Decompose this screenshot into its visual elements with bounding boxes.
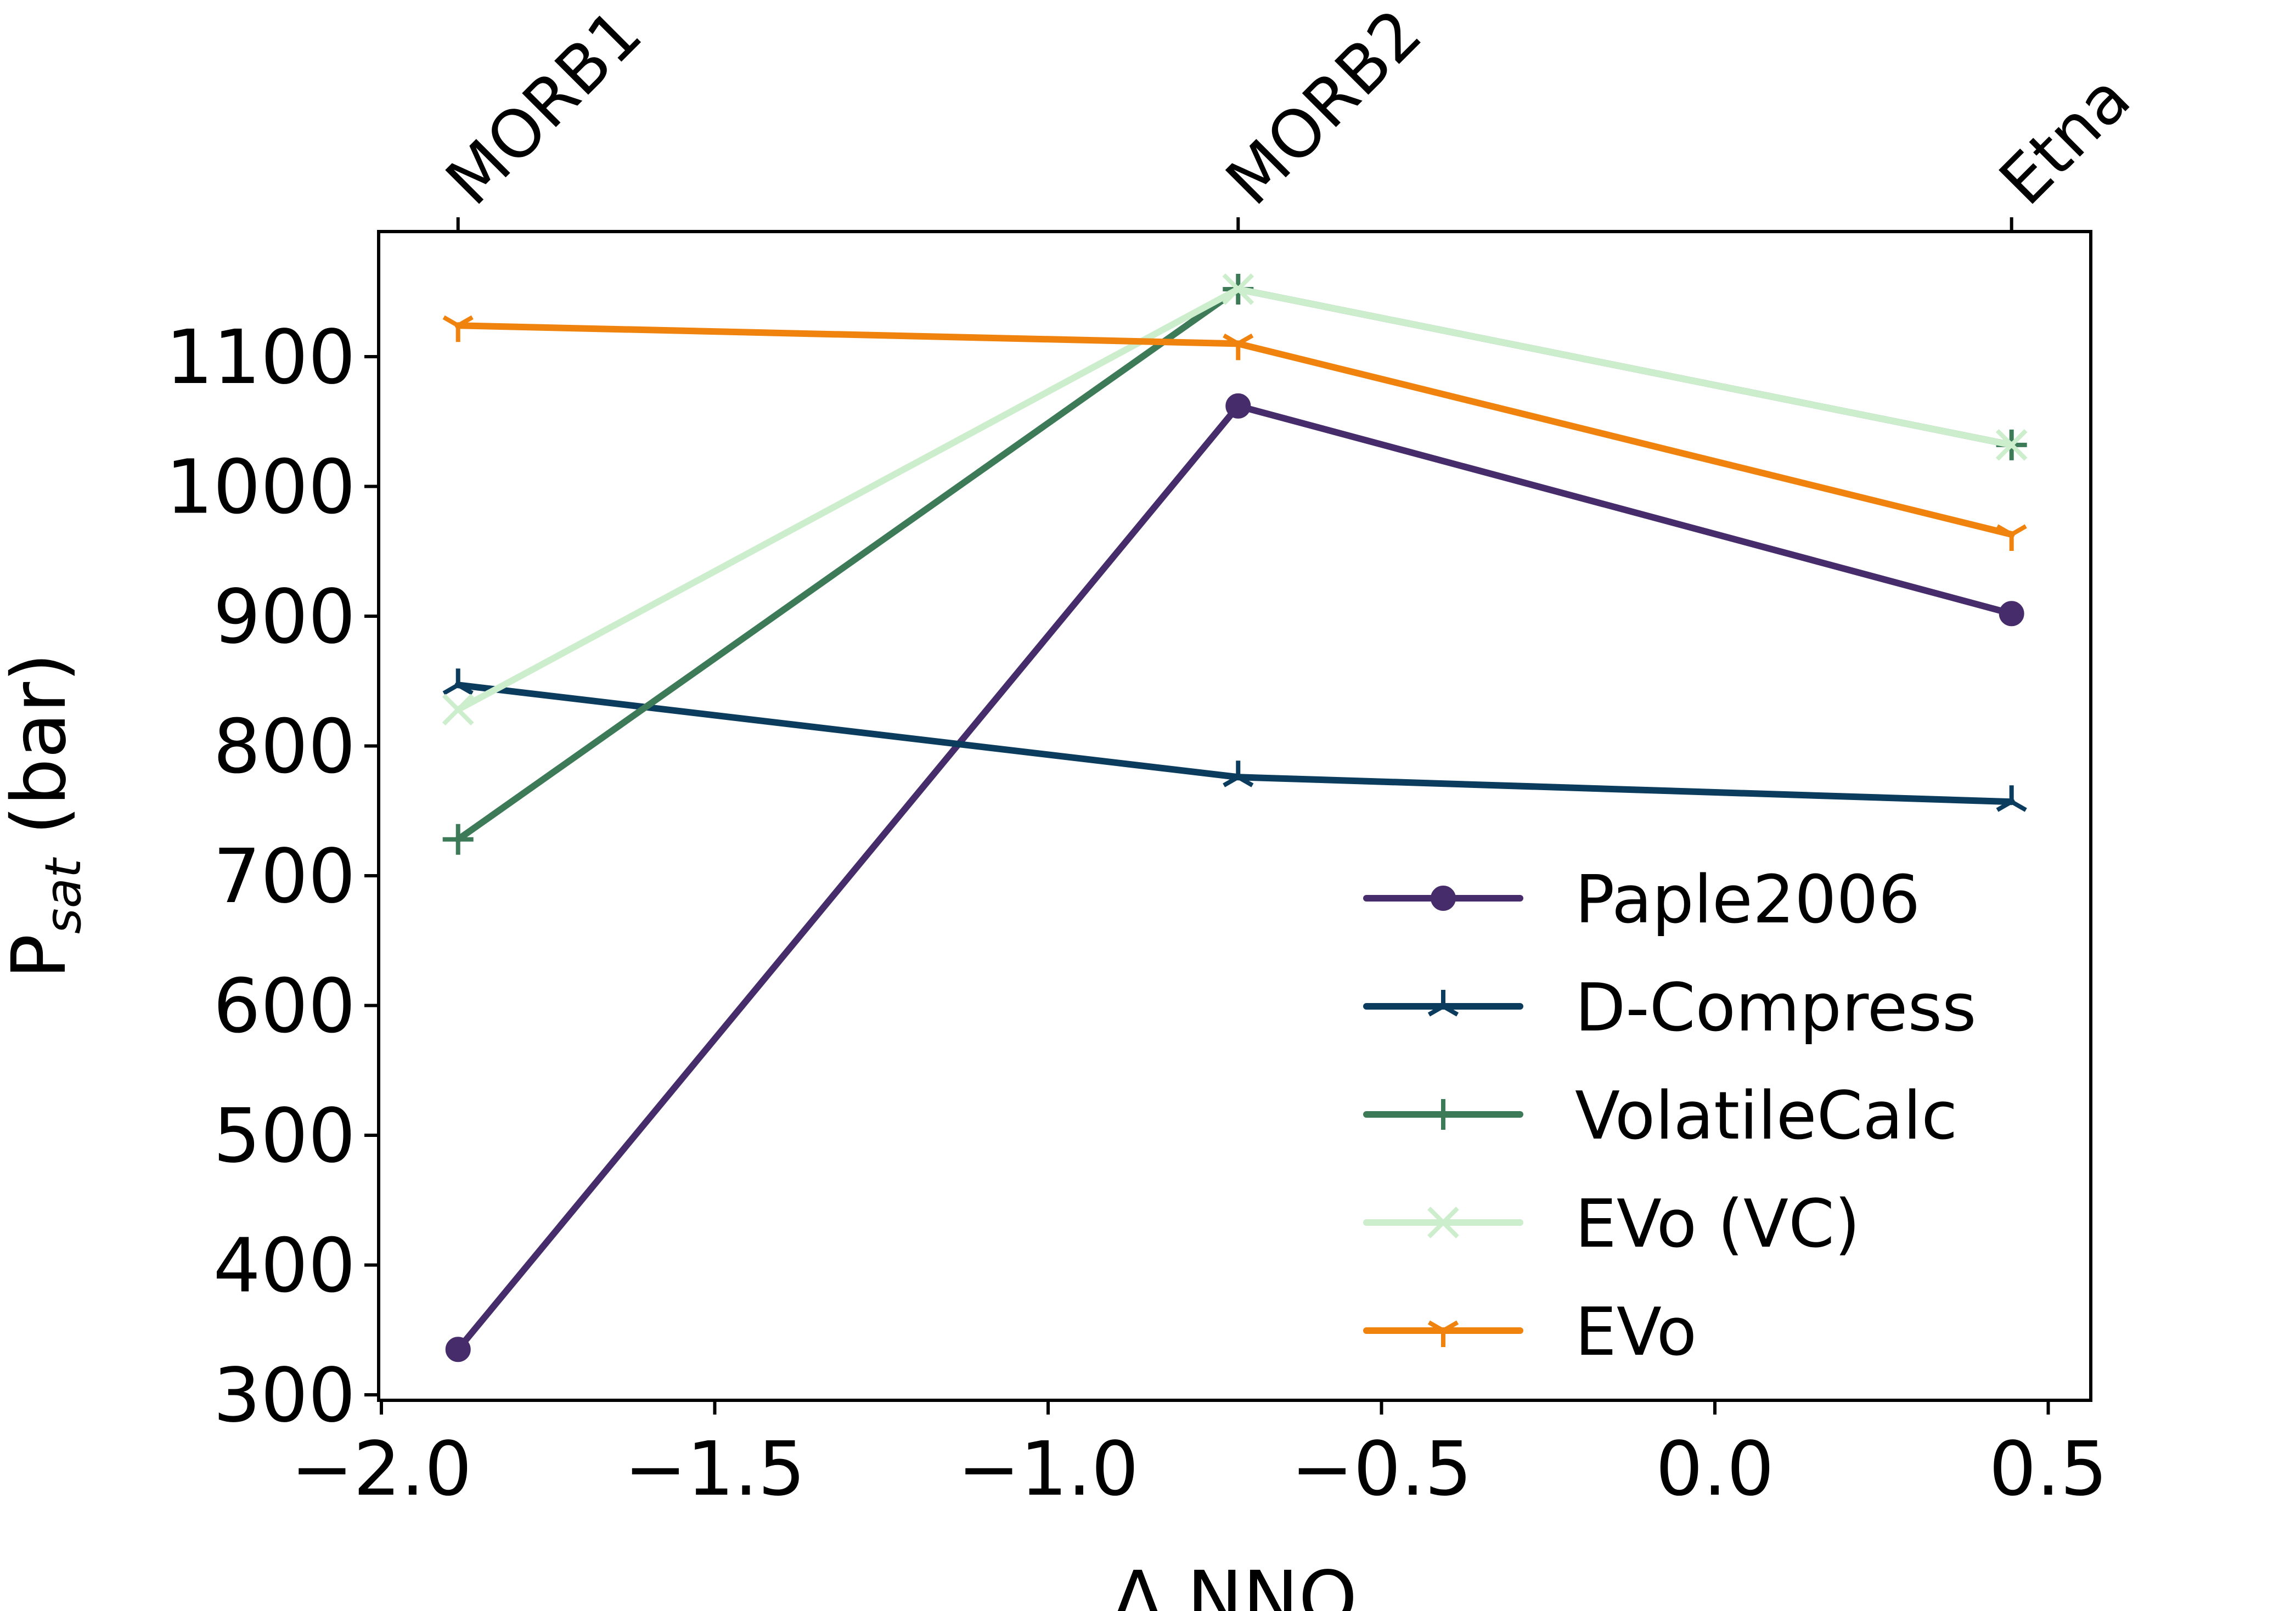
series-evo-vc- — [442, 273, 2028, 726]
legend-label: EVo (VC) — [1575, 1186, 1860, 1263]
legend-item: D-Compress — [1363, 970, 1977, 1046]
data-point — [442, 694, 474, 726]
data-point — [442, 824, 474, 855]
data-point — [1995, 429, 2028, 461]
y-tick-label: 900 — [213, 574, 356, 661]
y-axis: 300 400 500 600 700 800 900 1000 1100 — [166, 314, 379, 1439]
legend-item: Paple2006 — [1363, 862, 1920, 938]
x-axis-title: Δ NNO — [1112, 1556, 1358, 1611]
x-tick-label: −0.5 — [1291, 1426, 1472, 1513]
y-tick-label: 800 — [213, 704, 356, 791]
x-axis: −2.0 −1.5 −1.0 −0.5 0.0 0.5 — [291, 1400, 2108, 1513]
y-tick-label: 600 — [213, 964, 356, 1050]
data-point — [1431, 886, 1456, 911]
data-point — [1427, 1320, 1459, 1347]
legend-item: VolatileCalc — [1363, 1078, 1957, 1154]
plot-area-frame — [377, 230, 2092, 1402]
y-axis-title-main: P — [0, 934, 83, 979]
data-point — [442, 315, 474, 342]
data-point — [1999, 601, 2024, 627]
y-tick-label: 400 — [213, 1223, 356, 1310]
legend: Paple2006 D-Compress VolatileCalc EVo (VC) E… — [1363, 862, 1977, 1371]
data-point — [1996, 524, 2027, 551]
y-axis-title: Psat (bar) — [0, 653, 92, 979]
series-d-compress — [442, 668, 2027, 812]
series-paple2006 — [445, 393, 2024, 1362]
data-point — [1996, 785, 2027, 812]
data-point — [445, 1337, 471, 1362]
data-point — [1428, 1099, 1459, 1130]
data-point — [1223, 333, 1254, 360]
data-point — [1225, 393, 1251, 419]
y-tick-label: 1000 — [166, 444, 356, 531]
y-tick-label: 700 — [213, 833, 356, 920]
legend-label: Paple2006 — [1575, 862, 1920, 938]
legend-item: EVo (VC) — [1363, 1186, 1860, 1263]
data-point — [1222, 273, 1254, 305]
legend-item: EVo — [1363, 1294, 1697, 1371]
series-layer — [442, 273, 2028, 1362]
legend-label: VolatileCalc — [1575, 1078, 1957, 1154]
x-tick-label: −1.5 — [624, 1426, 805, 1513]
x-tick-label: 0.0 — [1656, 1426, 1774, 1513]
x-tick-label: 0.5 — [1989, 1426, 2107, 1513]
legend-label: D-Compress — [1575, 970, 1977, 1046]
y-tick-label: 500 — [213, 1093, 356, 1180]
x-tick-label: −2.0 — [291, 1426, 472, 1513]
legend-label: EVo — [1575, 1294, 1697, 1371]
y-tick-label: 300 — [213, 1353, 356, 1439]
y-tick-label: 1100 — [166, 314, 356, 401]
series-evo — [442, 315, 2027, 551]
data-point — [442, 668, 474, 695]
y-axis-title-unit: (bar) — [0, 653, 83, 859]
x-tick-label: −1.0 — [958, 1426, 1139, 1513]
data-point — [1427, 1207, 1459, 1238]
data-point — [1223, 761, 1254, 787]
data-point — [1427, 990, 1459, 1017]
y-axis-title-subscript: sat — [35, 857, 92, 934]
